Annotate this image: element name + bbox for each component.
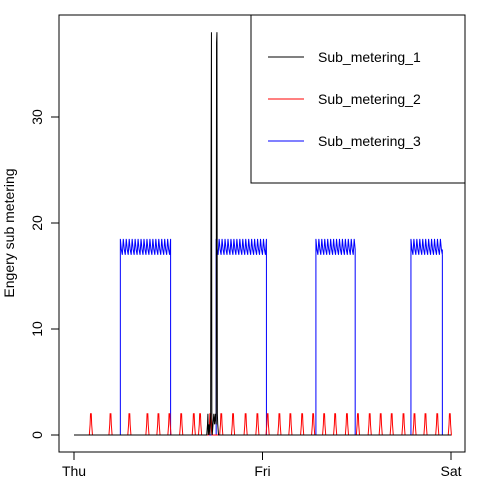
y-tick-label-30: 30 [29,109,45,125]
y-tick-label-20: 20 [29,215,45,231]
legend: Sub_metering_1 Sub_metering_2 Sub_meteri… [250,14,466,184]
y-axis: 0 10 20 30 [29,109,60,439]
series-layer [74,32,452,436]
series-sub-metering-1 [74,32,451,436]
y-tick-label-10: 10 [29,321,45,337]
legend-label-sub-metering-2: Sub_metering_2 [318,91,421,107]
legend-label-sub-metering-3: Sub_metering_3 [318,133,421,149]
x-tick-label-sat: Sat [440,463,461,479]
series-sub-metering-3 [74,238,451,436]
x-tick-label-fri: Fri [254,463,270,479]
legend-label-sub-metering-1: Sub_metering_1 [318,49,421,65]
x-tick-label-thu: Thu [62,463,86,479]
series-sub-metering-2 [74,413,452,436]
y-axis-label: Engery sub metering [1,168,17,297]
y-tick-label-0: 0 [29,431,45,439]
x-axis: Thu Fri Sat [62,451,462,479]
